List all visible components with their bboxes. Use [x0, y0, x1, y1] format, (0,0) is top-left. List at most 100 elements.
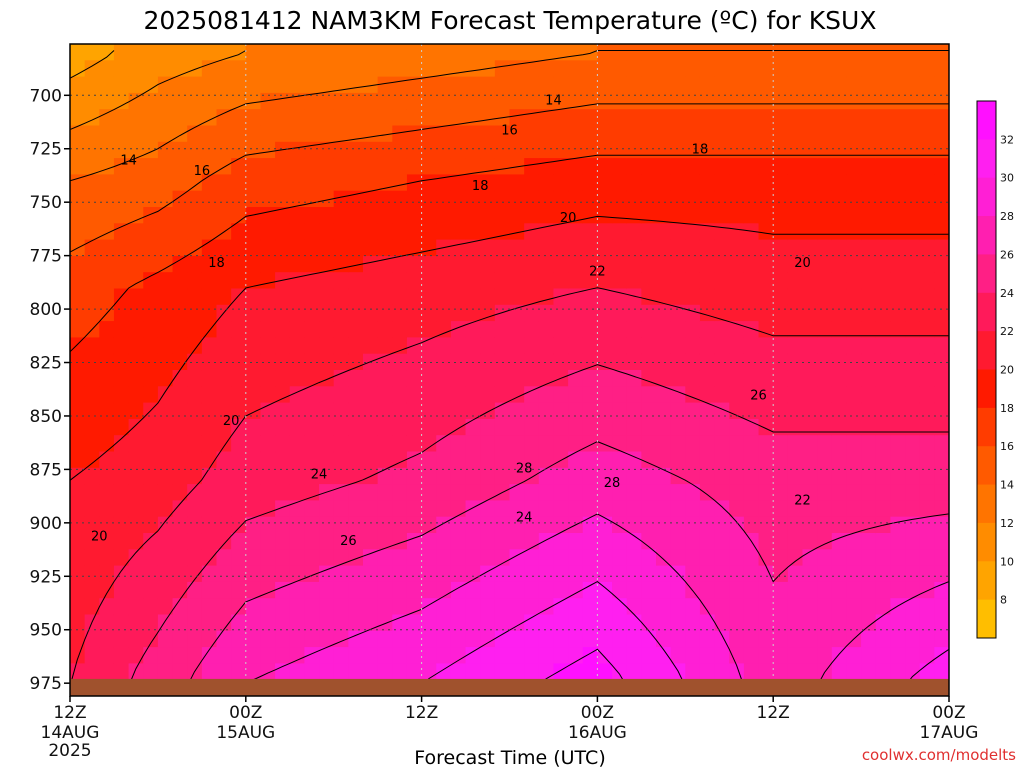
heat-cell — [363, 418, 379, 436]
heat-cell — [905, 60, 921, 78]
heat-cell — [656, 516, 672, 534]
heat-cell — [84, 223, 100, 241]
heat-cell — [509, 223, 525, 241]
heat-cell — [201, 44, 218, 61]
heat-cell — [333, 190, 349, 208]
heat-cell — [157, 92, 174, 110]
heat-cell — [626, 647, 642, 664]
heat-cell — [143, 44, 159, 61]
heat-cell — [319, 288, 335, 306]
y-tick-label: 700 — [30, 86, 62, 106]
heat-cell — [392, 614, 408, 632]
heat-cell — [275, 370, 291, 387]
heat-cell — [758, 125, 774, 143]
heat-cell — [216, 321, 232, 338]
heat-cell — [802, 288, 818, 306]
heat-cell — [245, 272, 262, 290]
colorbar-label: 10 — [1000, 555, 1014, 568]
heat-cell — [157, 630, 174, 648]
heat-cell — [275, 109, 291, 127]
heat-cell — [538, 109, 555, 127]
y-tick-label: 825 — [30, 354, 62, 374]
heat-cell — [157, 533, 174, 550]
heat-cell — [216, 370, 232, 387]
heat-cell — [99, 533, 115, 550]
heat-cell — [582, 141, 598, 159]
heat-cell — [758, 370, 774, 387]
heat-cell — [846, 141, 862, 159]
heat-cell — [729, 614, 745, 632]
heat-cell — [113, 663, 130, 681]
heat-cell — [773, 647, 789, 664]
colorbar-swatch — [977, 484, 996, 524]
heat-cell — [450, 255, 467, 273]
heat-cell — [509, 370, 525, 387]
heat-cell — [612, 500, 628, 518]
heat-cell — [612, 451, 628, 469]
heat-cell — [143, 353, 159, 371]
heat-cell — [685, 60, 701, 78]
heat-cell — [758, 630, 774, 648]
heat-cell — [758, 76, 774, 94]
heat-cell — [656, 549, 672, 567]
heat-cell — [480, 207, 496, 224]
heat-cell — [509, 109, 525, 127]
heat-cell — [421, 321, 437, 338]
heat-cell — [421, 630, 437, 648]
heat-cell — [421, 549, 437, 567]
heat-cell — [436, 598, 452, 616]
heat-cell — [392, 630, 408, 648]
heat-cell — [787, 418, 804, 436]
heat-cell — [597, 223, 613, 241]
heat-cell — [157, 44, 174, 61]
heat-cell — [319, 207, 335, 224]
heat-cell — [289, 516, 305, 534]
heat-cell — [245, 549, 262, 567]
heat-cell — [275, 337, 291, 355]
heat-cell — [626, 549, 642, 567]
heat-cell — [612, 386, 628, 404]
heat-cell — [157, 386, 174, 404]
heat-cell — [773, 92, 789, 110]
heat-cell — [480, 370, 496, 387]
heat-cell — [846, 402, 862, 420]
heat-cell — [157, 484, 174, 501]
heat-cell — [641, 76, 657, 94]
heat-cell — [201, 76, 218, 94]
heat-cell — [553, 190, 569, 208]
heat-cell — [172, 435, 188, 453]
heat-cell — [597, 207, 613, 224]
heat-cell — [143, 109, 159, 127]
heat-cell — [787, 272, 804, 290]
heat-cell — [626, 581, 642, 599]
heat-cell — [450, 141, 467, 159]
heat-cell — [231, 158, 247, 175]
heat-cell — [612, 418, 628, 436]
heat-cell — [450, 109, 467, 127]
heat-cell — [553, 109, 569, 127]
heat-cell — [392, 141, 408, 159]
heat-cell — [597, 581, 613, 599]
heat-cell — [934, 598, 949, 616]
heat-cell — [568, 92, 584, 110]
heat-cell — [905, 402, 921, 420]
heat-cell — [817, 647, 833, 664]
heat-cell — [289, 435, 305, 453]
heat-cell — [245, 500, 262, 518]
heat-cell — [861, 614, 877, 632]
heat-cell — [582, 255, 598, 273]
heat-cell — [817, 321, 833, 338]
heat-cell — [773, 614, 789, 632]
heat-cell — [157, 451, 174, 469]
heat-cell — [890, 288, 906, 306]
heat-cell — [758, 565, 774, 583]
heat-cell — [172, 272, 188, 290]
heat-cell — [421, 44, 437, 61]
contour-label: 26 — [750, 389, 767, 404]
heat-cell — [846, 109, 862, 127]
heat-cell — [201, 598, 218, 616]
heat-cell — [773, 630, 789, 648]
heat-cell — [773, 190, 789, 208]
heat-cell — [392, 533, 408, 550]
heat-cell — [392, 207, 408, 224]
